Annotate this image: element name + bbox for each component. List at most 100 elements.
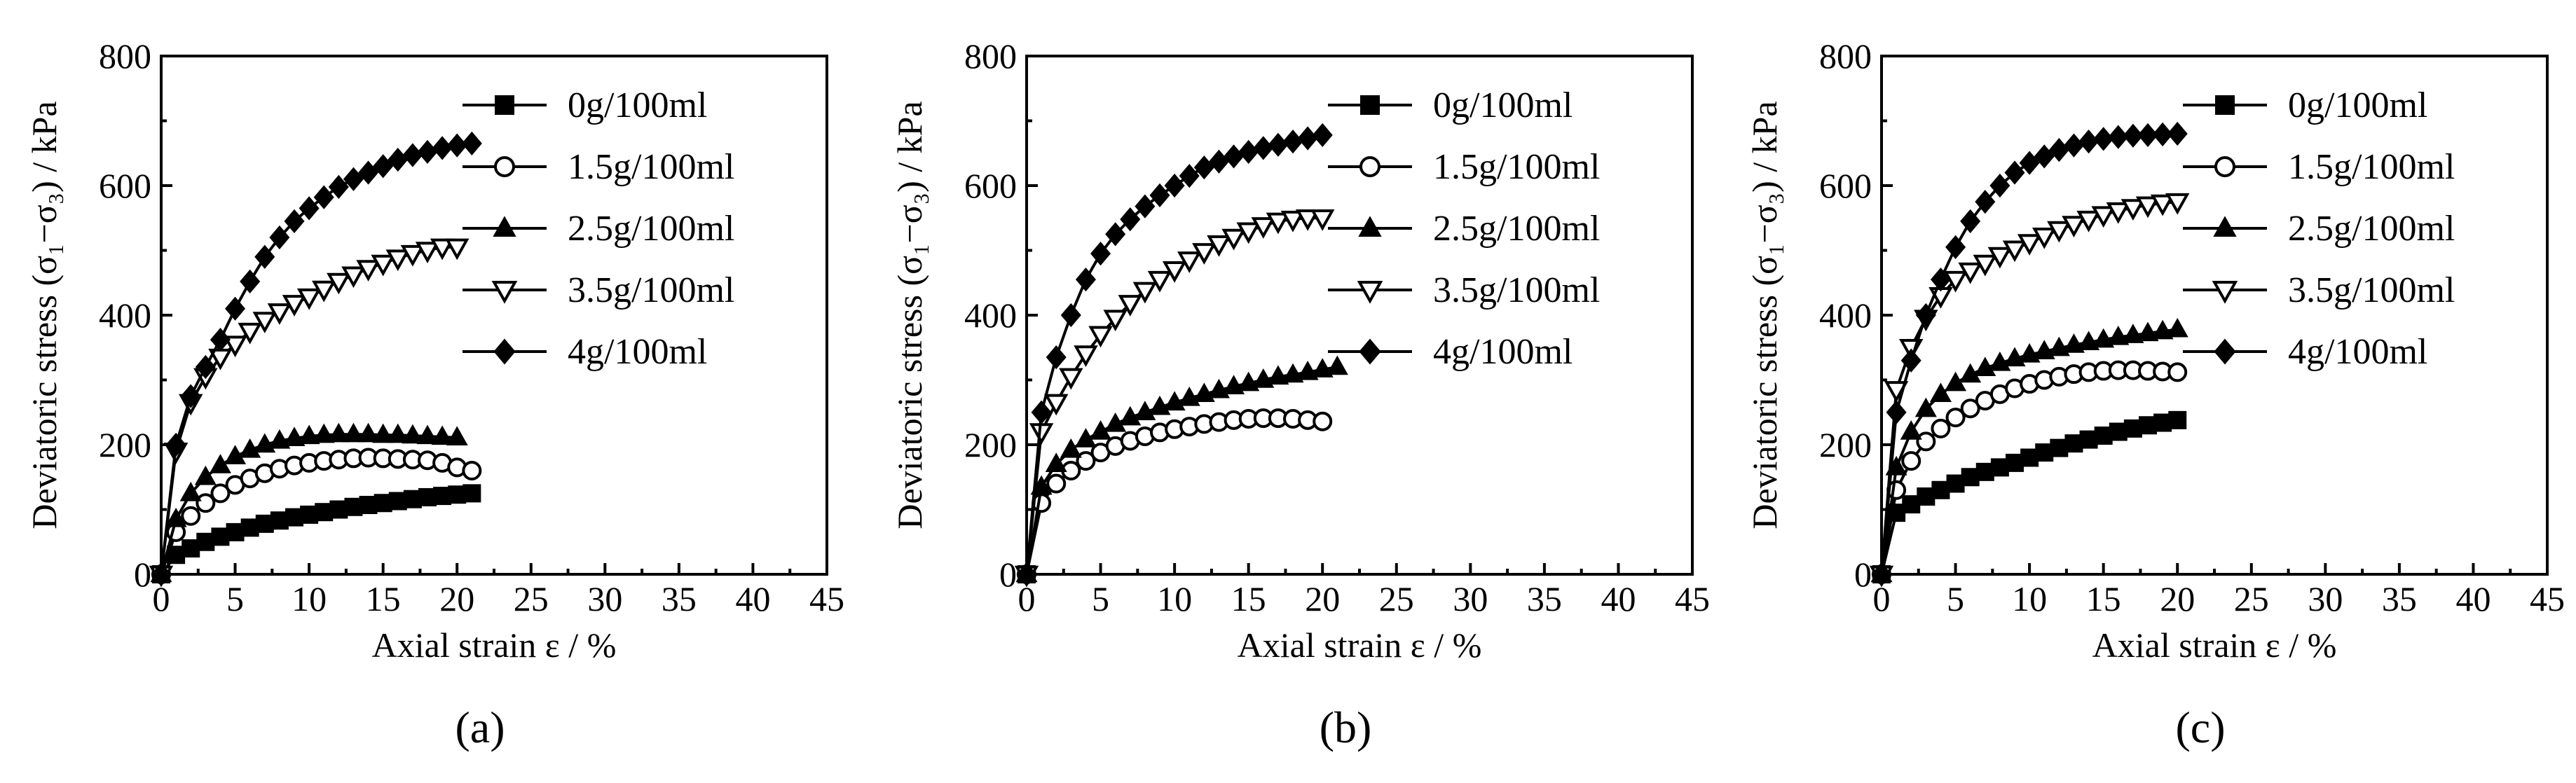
data-point [1915,303,1936,328]
data-point [1266,212,1291,235]
data-point [400,244,425,267]
data-point [298,424,320,445]
data-point [1886,400,1907,424]
data-point [313,185,334,209]
data-point [240,269,261,294]
data-point [1135,194,1156,219]
data-point [269,225,290,250]
data-point [1147,270,1172,293]
data-point [1987,247,2013,269]
data-point [1134,401,1156,420]
data-point [1931,480,1950,499]
data-point [2135,196,2160,219]
data-point [416,424,439,445]
data-point [1192,243,1217,265]
x-tick-label: 45 [1675,579,1710,618]
legend-entry: 1.5g/100ml [463,147,734,187]
data-point [1916,431,1936,452]
legend-label: 4g/100ml [2288,332,2427,372]
x-tick-label: 5 [1092,579,1109,618]
data-point [285,508,303,527]
data-point [327,422,350,443]
y-tick-label: 800 [964,36,1017,76]
data-point [226,522,245,541]
x-tick-label: 25 [514,579,549,618]
x-tick-label: 5 [1947,579,1964,618]
series-line [1025,133,1323,575]
x-tick-label: 45 [809,579,844,618]
x-tick-label: 10 [292,579,327,618]
x-tick-label: 40 [735,579,770,618]
data-point [357,422,380,443]
data-point [463,484,481,503]
data-point [2033,340,2055,359]
legend-marker [1360,95,1380,115]
data-point [1132,282,1158,304]
series-2-5g-100ml [1870,317,2188,583]
legend-marker [491,280,518,304]
x-tick-label: 15 [366,579,401,618]
data-point [2076,210,2101,233]
y-axis-title: Deviatoric stress (σ₁−σ₃) / kPa [890,101,929,529]
x-tick-label: 35 [662,579,697,618]
legend-marker [1357,280,1383,304]
data-point [2032,227,2057,249]
legend-label: 4g/100ml [568,332,707,372]
data-point [1311,358,1334,377]
y-tick-label: 200 [964,425,1017,464]
data-point [315,503,334,522]
data-point [2078,129,2099,154]
data-point [1164,173,1185,198]
legend-marker [1359,338,1381,365]
data-point [343,167,364,191]
data-point [165,432,186,457]
legend-marker [2214,338,2236,365]
y-tick-label: 800 [1819,36,1872,76]
legend-entry: 4g/100ml [463,332,707,372]
data-point [211,527,230,546]
data-point [1090,241,1111,266]
data-point [195,354,216,380]
data-point [1224,144,1245,169]
data-point [238,322,262,345]
data-point [1105,222,1126,247]
x-tick-label: 45 [2530,579,2565,618]
x-tick-label: 20 [1305,579,1340,618]
data-point [283,427,306,446]
legend-label: 2.5g/100ml [2288,209,2455,249]
data-point [2121,199,2146,221]
data-point [1902,495,1921,514]
data-point [1975,189,1996,214]
y-tick-label: 0 [999,555,1017,594]
y-tick-label: 600 [1819,166,1872,205]
x-tick-label: 20 [439,579,474,618]
data-point [341,266,366,289]
x-tick-label: 5 [226,579,244,618]
y-tick-label: 200 [99,425,151,464]
legend-entry: 3.5g/100ml [1328,270,1600,310]
data-point [1120,207,1141,232]
panel-label: (c) [2175,702,2225,752]
data-point [1149,183,1170,208]
y-tick-label: 600 [964,166,1017,205]
data-point [402,424,424,444]
data-point [1238,139,1259,165]
data-point [1031,400,1052,424]
data-point [1059,368,1083,390]
legend-label: 2.5g/100ml [568,209,734,249]
data-point [1253,136,1274,160]
data-point [2050,438,2069,457]
series-1-5g-100ml [151,448,482,584]
x-tick-label: 15 [2086,579,2121,618]
data-point [2108,125,2129,149]
data-point [1193,155,1214,180]
data-point [1119,406,1142,426]
data-point [1958,262,1982,284]
data-point [402,143,423,167]
data-point [461,131,482,156]
legend-entry: 4g/100ml [2183,332,2427,372]
legend-label: 0g/100ml [568,85,707,125]
data-point [1295,209,1320,231]
data-point [1989,173,2010,198]
